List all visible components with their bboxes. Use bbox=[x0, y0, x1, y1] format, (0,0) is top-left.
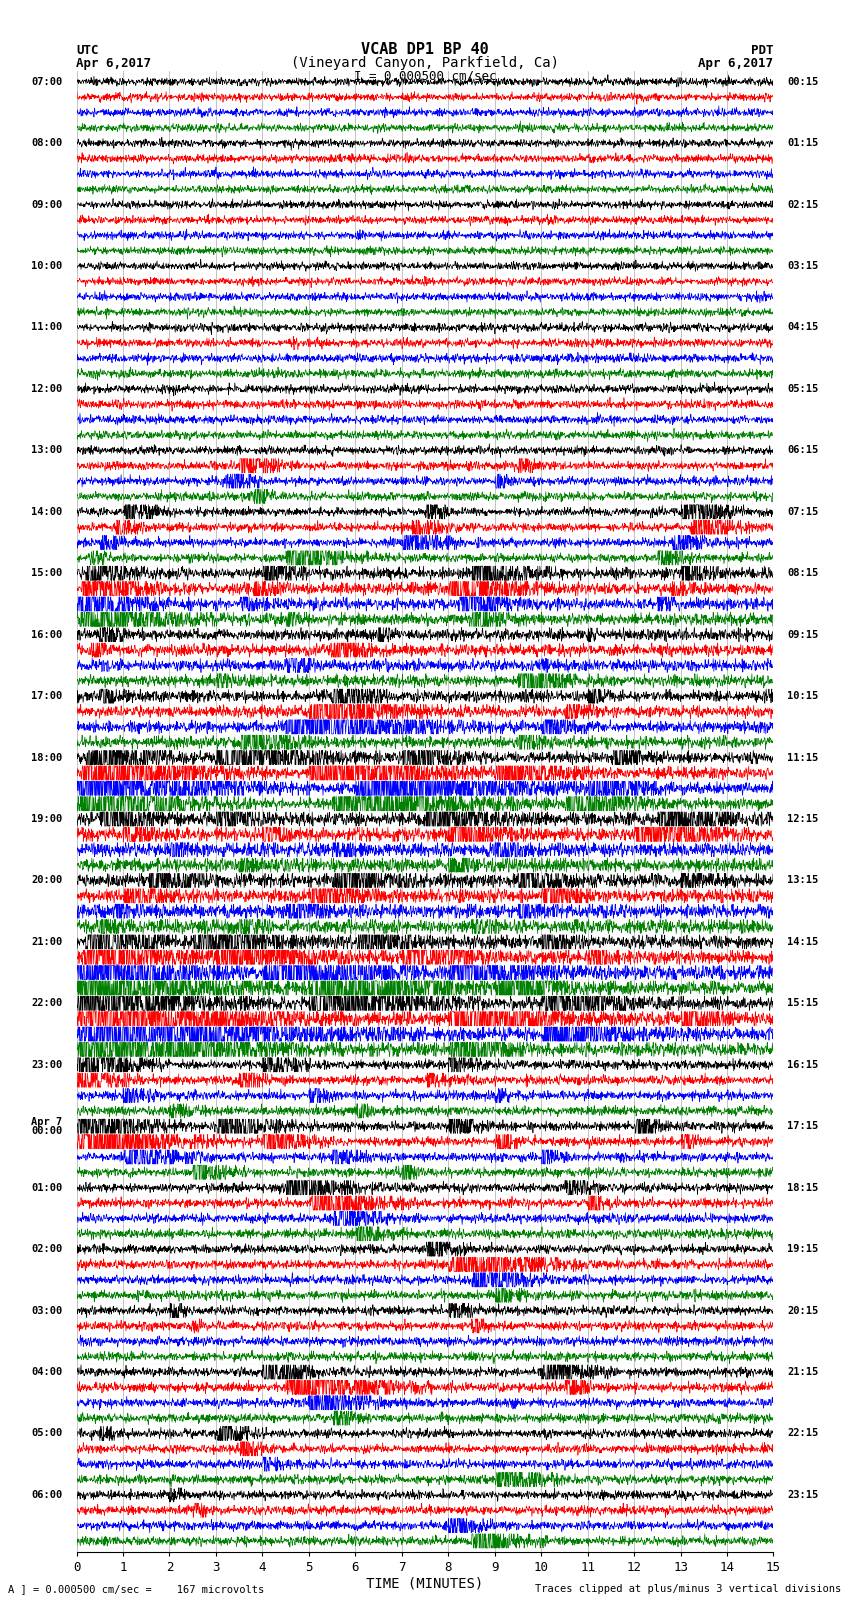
Text: 13:00: 13:00 bbox=[31, 445, 63, 455]
Text: Apr 6,2017: Apr 6,2017 bbox=[76, 56, 151, 71]
Text: 17:00: 17:00 bbox=[31, 690, 63, 702]
Text: 15:00: 15:00 bbox=[31, 568, 63, 577]
Text: 19:00: 19:00 bbox=[31, 815, 63, 824]
Text: 16:15: 16:15 bbox=[787, 1060, 819, 1069]
Text: 23:15: 23:15 bbox=[787, 1490, 819, 1500]
Text: 15:15: 15:15 bbox=[787, 998, 819, 1008]
Text: 12:00: 12:00 bbox=[31, 384, 63, 394]
Text: 19:15: 19:15 bbox=[787, 1244, 819, 1255]
Text: 04:15: 04:15 bbox=[787, 323, 819, 332]
Text: 09:15: 09:15 bbox=[787, 629, 819, 640]
Text: 05:00: 05:00 bbox=[31, 1429, 63, 1439]
Text: 12:15: 12:15 bbox=[787, 815, 819, 824]
Text: (Vineyard Canyon, Parkfield, Ca): (Vineyard Canyon, Parkfield, Ca) bbox=[291, 56, 559, 71]
Text: PDT: PDT bbox=[751, 44, 774, 58]
Text: 01:00: 01:00 bbox=[31, 1182, 63, 1192]
Text: 21:15: 21:15 bbox=[787, 1366, 819, 1378]
Text: 05:15: 05:15 bbox=[787, 384, 819, 394]
Text: 10:00: 10:00 bbox=[31, 261, 63, 271]
Text: 02:15: 02:15 bbox=[787, 200, 819, 210]
Text: 09:00: 09:00 bbox=[31, 200, 63, 210]
Text: 21:00: 21:00 bbox=[31, 937, 63, 947]
Text: Traces clipped at plus/minus 3 vertical divisions: Traces clipped at plus/minus 3 vertical … bbox=[536, 1584, 842, 1594]
Text: 10:15: 10:15 bbox=[787, 690, 819, 702]
Text: 07:15: 07:15 bbox=[787, 506, 819, 516]
Text: I = 0.000500 cm/sec: I = 0.000500 cm/sec bbox=[354, 69, 496, 82]
Text: 00:15: 00:15 bbox=[787, 77, 819, 87]
Text: 02:00: 02:00 bbox=[31, 1244, 63, 1255]
Text: 07:00: 07:00 bbox=[31, 77, 63, 87]
Text: 22:15: 22:15 bbox=[787, 1429, 819, 1439]
Text: 14:00: 14:00 bbox=[31, 506, 63, 516]
Text: 23:00: 23:00 bbox=[31, 1060, 63, 1069]
Text: 22:00: 22:00 bbox=[31, 998, 63, 1008]
Text: 18:15: 18:15 bbox=[787, 1182, 819, 1192]
Text: Apr 7: Apr 7 bbox=[31, 1116, 63, 1126]
Text: 00:00: 00:00 bbox=[31, 1126, 63, 1136]
X-axis label: TIME (MINUTES): TIME (MINUTES) bbox=[366, 1576, 484, 1590]
Text: 03:00: 03:00 bbox=[31, 1305, 63, 1316]
Text: VCAB DP1 BP 40: VCAB DP1 BP 40 bbox=[361, 42, 489, 58]
Text: A ] = 0.000500 cm/sec =    167 microvolts: A ] = 0.000500 cm/sec = 167 microvolts bbox=[8, 1584, 264, 1594]
Text: UTC: UTC bbox=[76, 44, 99, 58]
Text: 08:15: 08:15 bbox=[787, 568, 819, 577]
Text: 03:15: 03:15 bbox=[787, 261, 819, 271]
Text: Apr 6,2017: Apr 6,2017 bbox=[699, 56, 774, 71]
Text: 20:15: 20:15 bbox=[787, 1305, 819, 1316]
Text: 01:15: 01:15 bbox=[787, 139, 819, 148]
Text: 04:00: 04:00 bbox=[31, 1366, 63, 1378]
Text: 11:00: 11:00 bbox=[31, 323, 63, 332]
Text: 20:00: 20:00 bbox=[31, 876, 63, 886]
Text: 06:15: 06:15 bbox=[787, 445, 819, 455]
Text: 08:00: 08:00 bbox=[31, 139, 63, 148]
Text: 14:15: 14:15 bbox=[787, 937, 819, 947]
Text: 06:00: 06:00 bbox=[31, 1490, 63, 1500]
Text: 11:15: 11:15 bbox=[787, 753, 819, 763]
Text: 13:15: 13:15 bbox=[787, 876, 819, 886]
Text: 17:15: 17:15 bbox=[787, 1121, 819, 1131]
Text: 16:00: 16:00 bbox=[31, 629, 63, 640]
Text: 18:00: 18:00 bbox=[31, 753, 63, 763]
